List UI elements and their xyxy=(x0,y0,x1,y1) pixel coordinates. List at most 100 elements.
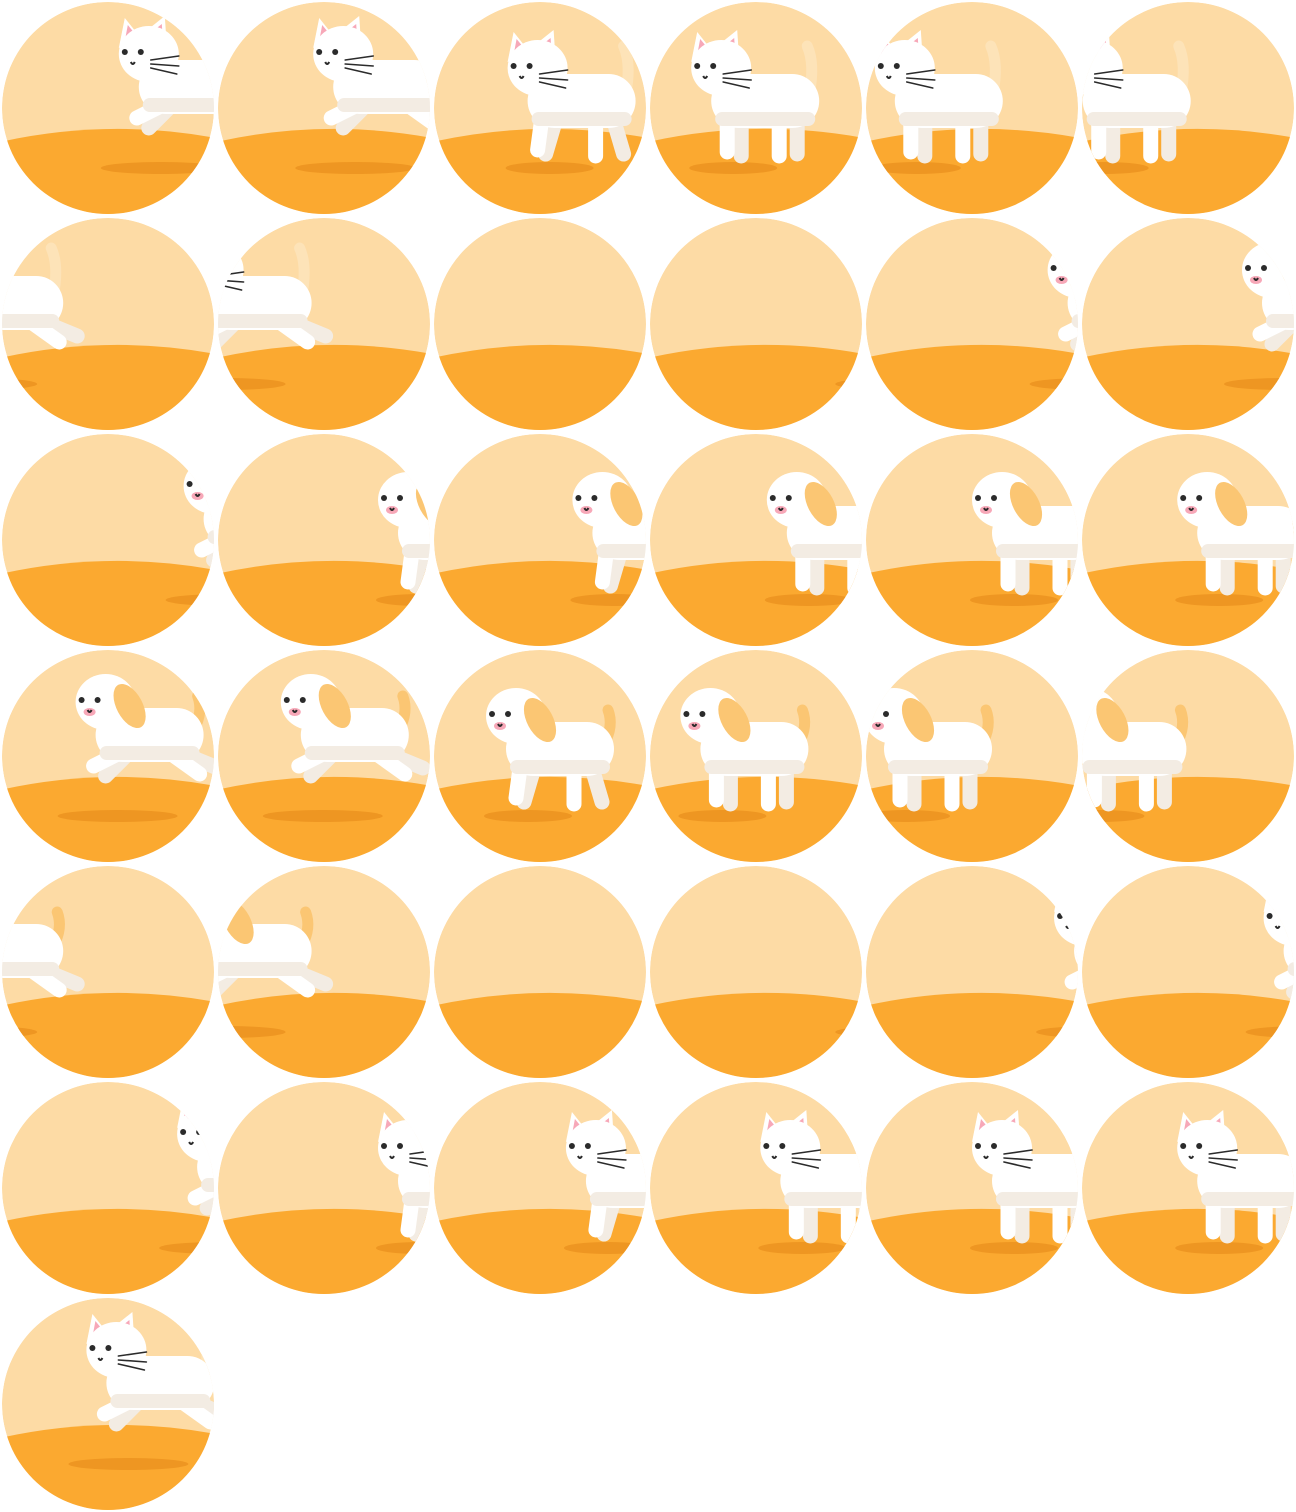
sprite-frame xyxy=(0,432,216,648)
frame-canvas xyxy=(218,1082,430,1294)
frame-scene xyxy=(2,2,214,214)
dog-eye xyxy=(1066,265,1073,271)
dog-belly-shade xyxy=(996,544,1078,558)
cat-whisker xyxy=(150,67,178,75)
cat-ear xyxy=(853,882,862,912)
dog-eye xyxy=(699,711,706,717)
sprite-frame xyxy=(432,1080,648,1296)
sprite-frame xyxy=(216,432,432,648)
cat-mouth xyxy=(389,1155,395,1159)
ground xyxy=(434,344,646,430)
sprite-frame xyxy=(0,1296,216,1512)
dog-eye xyxy=(381,495,387,501)
cat-sprite xyxy=(378,1110,430,1242)
cat-whisker xyxy=(208,1147,214,1155)
frame-scene xyxy=(2,1082,214,1294)
dog-eye xyxy=(489,711,495,717)
cat-eye xyxy=(893,63,900,69)
shadow xyxy=(678,810,767,822)
cat-belly-shade xyxy=(1086,112,1187,126)
cat-eye xyxy=(381,1143,387,1149)
frame-scene xyxy=(2,218,214,430)
cat-leg xyxy=(199,1178,214,1216)
sprite-frame xyxy=(864,432,1080,648)
shadow xyxy=(505,162,594,174)
cat-eye xyxy=(196,1129,203,1135)
shadow xyxy=(764,594,853,606)
frame-scene xyxy=(866,434,1078,646)
sprite-frame xyxy=(864,864,1080,1080)
cat-ear xyxy=(203,1096,214,1126)
frame-scene xyxy=(1082,218,1294,430)
cat-whisker xyxy=(791,1157,822,1161)
frame-scene xyxy=(218,434,430,646)
frame-scene xyxy=(1082,866,1294,1078)
dog-sprite xyxy=(1082,688,1189,812)
cat-eye xyxy=(1282,913,1289,919)
cat-sprite xyxy=(313,16,430,136)
dog-eye xyxy=(1261,265,1267,271)
cat-eye xyxy=(1196,1143,1203,1149)
dog-sprite xyxy=(486,688,616,812)
cat-eye xyxy=(877,63,884,69)
frame-canvas xyxy=(218,434,430,646)
ground xyxy=(218,992,430,1078)
cat-whisker xyxy=(597,1157,627,1161)
cat-mouth xyxy=(518,75,525,79)
cat-whisker xyxy=(150,55,180,61)
dog-eye xyxy=(867,711,873,717)
ground xyxy=(2,1208,214,1294)
frame-canvas xyxy=(1082,434,1294,646)
frame-canvas xyxy=(1082,2,1294,214)
shadow xyxy=(758,1242,847,1254)
cat-head xyxy=(760,1120,821,1176)
frame-scene xyxy=(218,218,430,430)
dog-belly-shade xyxy=(888,760,988,774)
frame-scene xyxy=(434,1082,646,1294)
frame-canvas xyxy=(434,650,646,862)
cat-eye xyxy=(121,49,128,55)
cat-leg xyxy=(1064,962,1078,990)
dog-ear xyxy=(718,697,751,743)
cat-eye xyxy=(710,63,717,69)
ground xyxy=(866,560,1078,646)
ground xyxy=(434,992,646,1078)
cat-whisker xyxy=(1003,1149,1033,1155)
cat-belly-shade xyxy=(218,314,308,328)
cat-whisker xyxy=(344,63,374,67)
cat-whisker xyxy=(722,81,750,89)
sprite-frame xyxy=(432,0,648,216)
cat-eye xyxy=(397,1143,403,1149)
sprite-frame xyxy=(432,432,648,648)
shadow xyxy=(689,162,778,174)
sprite-frame xyxy=(432,864,648,1080)
dog-belly-shade xyxy=(1082,760,1183,774)
dog-mouth xyxy=(691,723,698,727)
cat-eye xyxy=(1266,913,1273,919)
cat-mouth xyxy=(702,75,709,79)
shadow xyxy=(100,162,214,174)
cat-eye xyxy=(105,1345,112,1351)
cat-ear xyxy=(1054,882,1077,912)
cat-head xyxy=(313,26,374,82)
cat-whisker xyxy=(1003,1161,1031,1169)
cat-whisker xyxy=(117,1363,146,1371)
frame-canvas xyxy=(218,218,430,430)
frame-scene xyxy=(434,218,646,430)
cat-sprite xyxy=(691,30,820,164)
cat-sprite xyxy=(118,16,214,136)
sprite-frame xyxy=(1080,864,1296,1080)
cat-whisker xyxy=(1208,1157,1238,1161)
cat-sprite xyxy=(507,30,636,164)
frame-scene xyxy=(2,866,214,1078)
cat-mouth xyxy=(885,75,892,79)
dog-eye xyxy=(683,711,690,717)
cat-head xyxy=(691,40,752,96)
cat-whisker xyxy=(1093,69,1124,75)
cat-eye xyxy=(694,63,701,69)
dog-eye xyxy=(283,697,290,703)
sprite-frame xyxy=(864,0,1080,216)
cat-leg xyxy=(187,1178,214,1206)
dog-sprite xyxy=(75,674,214,784)
frame-canvas xyxy=(2,434,214,646)
